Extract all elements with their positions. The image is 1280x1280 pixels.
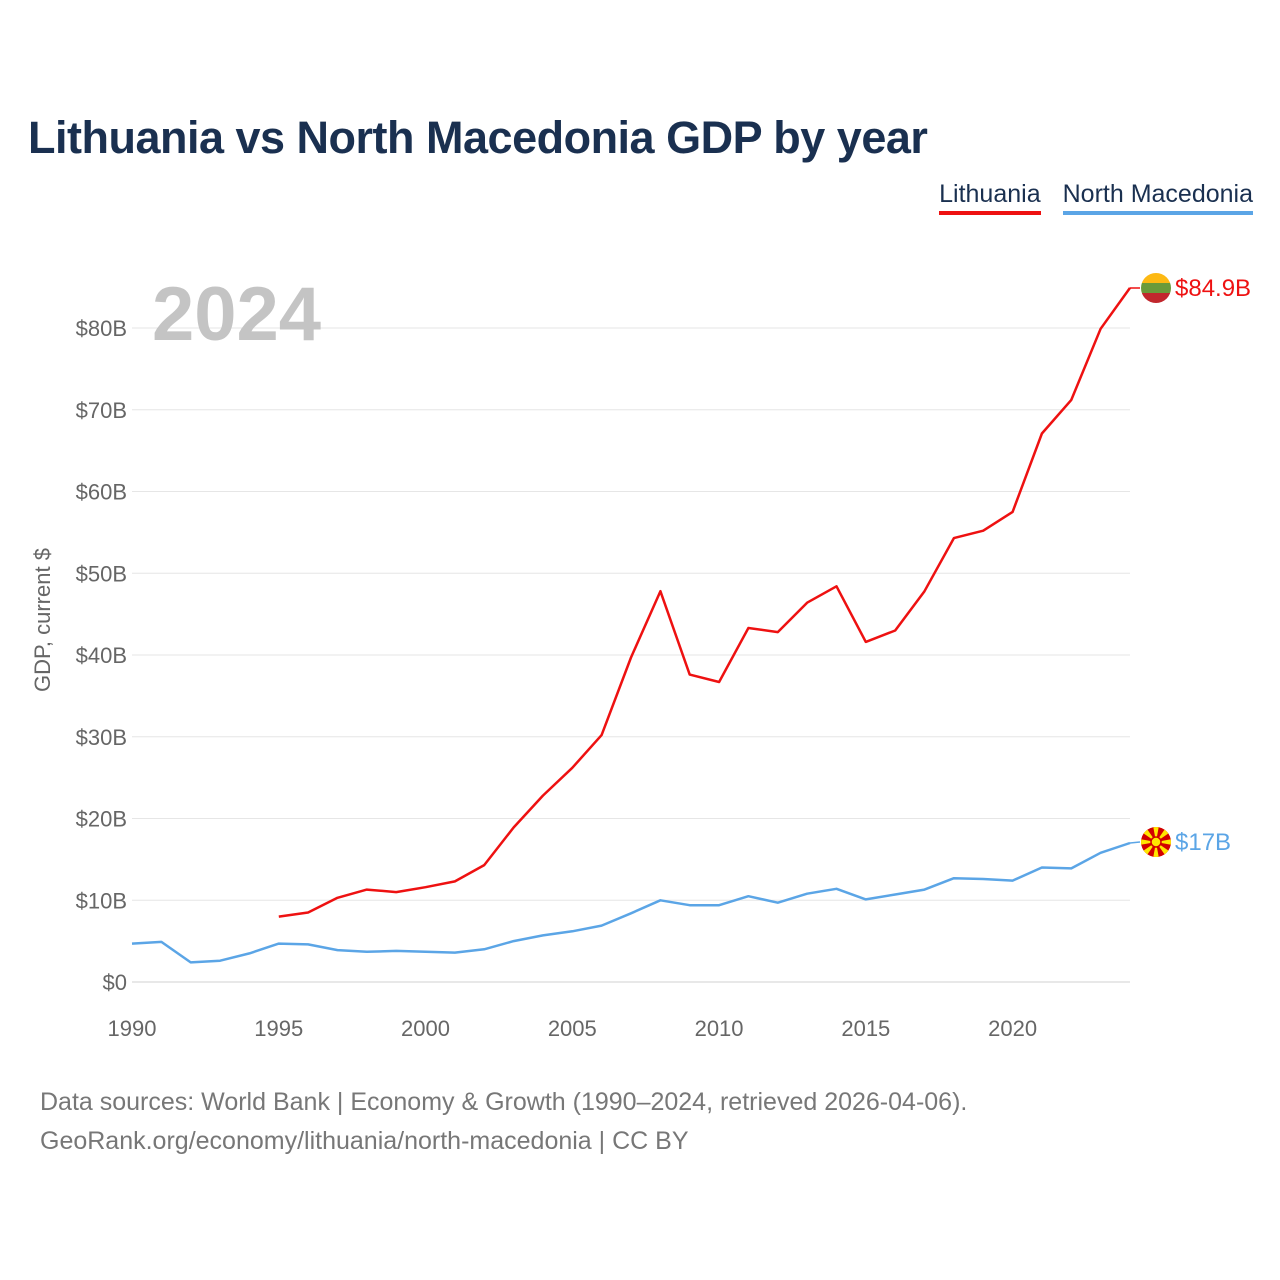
source-url-text[interactable]: GeoRank.org/economy/lithuania/north-mace… <box>40 1127 689 1155</box>
y-tick-label: $0 <box>103 970 127 995</box>
x-tick-label: 2005 <box>548 1016 597 1041</box>
page-title: Lithuania vs North Macedonia GDP by year <box>28 112 928 163</box>
grid-lines <box>132 327 1130 983</box>
legend-item-north-macedonia[interactable]: North Macedonia <box>1062 180 1253 215</box>
y-tick-label: $80B <box>76 316 127 341</box>
x-tick-label: 1990 <box>108 1016 157 1041</box>
x-tick-label: 2015 <box>841 1016 890 1041</box>
y-tick-label: $20B <box>76 807 127 832</box>
legend-item-lithuania[interactable]: Lithuania <box>939 180 1041 215</box>
y-axis-ticks: $0 $10B $20B $30B $40B $50B $60B $70B $80B <box>76 316 127 995</box>
end-connector <box>1129 841 1141 844</box>
series-lines <box>131 287 1132 964</box>
legend: Lithuania North Macedonia <box>939 180 1253 215</box>
north-macedonia-flag-icon <box>1141 827 1171 857</box>
y-tick-label: $50B <box>76 561 127 586</box>
x-tick-label: 2020 <box>988 1016 1037 1041</box>
footer: Data sources: World Bank | Economy & Gro… <box>40 1083 967 1161</box>
y-axis-label: GDP, current $ <box>30 548 55 692</box>
x-tick-label: 1995 <box>254 1016 303 1041</box>
y-tick-label: $60B <box>76 480 127 505</box>
x-axis-ticks: 1990 1995 2000 2005 2010 2015 2020 <box>108 1016 1038 1041</box>
y-tick-label: $10B <box>76 888 127 913</box>
year-overlay: 2024 <box>152 272 321 357</box>
x-tick-label: 2010 <box>695 1016 744 1041</box>
end-value-label: $17B <box>1175 829 1231 856</box>
y-tick-label: $30B <box>76 725 127 750</box>
x-tick-label: 2000 <box>401 1016 450 1041</box>
series-line-north-macedonia[interactable] <box>131 841 1131 964</box>
end-value-label: $84.9B <box>1175 275 1251 302</box>
lithuania-flag-icon <box>1141 273 1171 303</box>
end-labels: $84.9B $17B <box>1129 273 1251 857</box>
data-source-text: Data sources: World Bank | Economy & Gro… <box>40 1088 968 1116</box>
y-tick-label: $40B <box>76 643 127 668</box>
series-line-lithuania[interactable] <box>278 287 1132 918</box>
y-tick-label: $70B <box>76 398 127 423</box>
